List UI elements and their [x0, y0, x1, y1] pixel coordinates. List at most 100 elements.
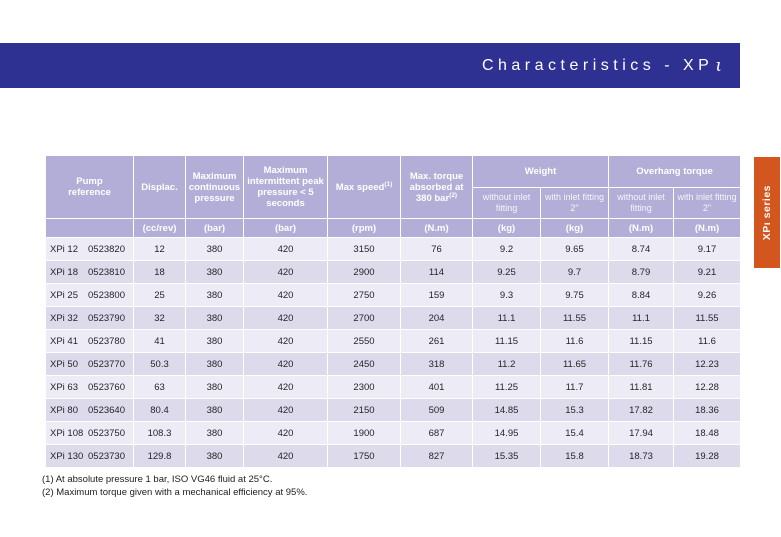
value-cell: 420: [243, 444, 328, 468]
footnote-ref-2: (2): [449, 191, 458, 199]
value-cell: 11.1: [608, 306, 674, 330]
group-header-overhang-torque: Overhang torque: [607, 155, 742, 188]
value-cell: 380: [185, 398, 244, 422]
value-cell: 2450: [327, 352, 401, 376]
value-cell: 420: [243, 352, 328, 376]
value-cell: 1900: [327, 421, 401, 445]
pump-name: XPi 41: [50, 335, 78, 347]
value-cell: 2750: [327, 283, 401, 307]
value-cell: 50.3: [133, 352, 186, 376]
col-header-max-intermittent-pressure: Maximum intermittent peak pressure < 5 s…: [243, 155, 328, 219]
value-cell: 80.4: [133, 398, 186, 422]
col-header-max-torque: Max. torque absorbed at 380 bar(2): [400, 155, 473, 219]
value-cell: 9.2: [472, 237, 541, 261]
pump-name: XPi 130: [50, 450, 84, 462]
value-cell: 108.3: [133, 421, 186, 445]
table-header: Pump reference Displac. Maximum continuo…: [45, 155, 742, 238]
value-cell: 18: [133, 260, 186, 284]
page-title-bar: Characteristics - XP ι: [0, 43, 740, 88]
unit-cell: (N.m): [672, 218, 742, 238]
col-header-pump-reference: Pump reference: [45, 155, 134, 219]
value-cell: 11.2: [472, 352, 541, 376]
value-cell: 827: [400, 444, 473, 468]
table-row: XPi 50 0523770 50.3 380 420 2450 318 11.2 11.65…: [45, 352, 742, 376]
table-row: XPi 108 0523750 108.3 380 420 1900 687 14.95 15…: [45, 421, 742, 445]
characteristics-table-wrap: Pump reference Displac. Maximum continuo…: [45, 155, 742, 468]
table-row: XPi 41 0523780 41 380 420 2550 261 11.15 11.6 11…: [45, 329, 742, 353]
value-cell: 11.76: [608, 352, 674, 376]
value-cell: 1750: [327, 444, 401, 468]
footnote-2: (2) Maximum torque given with a mechanic…: [42, 487, 308, 498]
value-cell: 420: [243, 421, 328, 445]
value-cell: 18.48: [672, 421, 742, 445]
pump-name: XPi 18: [50, 266, 78, 278]
footnote-ref-1: (1): [384, 180, 393, 188]
pump-reference-cell: XPi 63 0523760: [45, 375, 134, 399]
value-cell: 8.84: [608, 283, 674, 307]
unit-cell: (kg): [540, 218, 609, 238]
table-row: XPi 32 0523790 32 380 420 2700 204 11.1 11.55 11…: [45, 306, 742, 330]
value-cell: 11.7: [540, 375, 609, 399]
col-header-max-speed: Max speed(1): [327, 155, 401, 219]
value-cell: 11.65: [540, 352, 609, 376]
table-row: XPi 80 0523640 80.4 380 420 2150 509 14.85 15.3…: [45, 398, 742, 422]
value-cell: 15.3: [540, 398, 609, 422]
pump-code: 0523810: [88, 266, 125, 278]
value-cell: 12.23: [672, 352, 742, 376]
value-cell: 11.1: [472, 306, 541, 330]
pump-reference-cell: XPi 32 0523790: [45, 306, 134, 330]
value-cell: 11.55: [672, 306, 742, 330]
pump-reference-cell: XPi 25 0523800: [45, 283, 134, 307]
value-cell: 380: [185, 352, 244, 376]
value-cell: 18.73: [608, 444, 674, 468]
value-cell: 17.82: [608, 398, 674, 422]
pump-name: XPi 12: [50, 243, 78, 255]
value-cell: 2550: [327, 329, 401, 353]
value-cell: 380: [185, 375, 244, 399]
value-cell: 63: [133, 375, 186, 399]
value-cell: 2300: [327, 375, 401, 399]
value-cell: 11.6: [672, 329, 742, 353]
table-row: XPi 130 0523730 129.8 380 420 1750 827 15.35 15…: [45, 444, 742, 468]
value-cell: 9.25: [472, 260, 541, 284]
value-cell: 11.25: [472, 375, 541, 399]
pump-code: 0523730: [88, 450, 125, 462]
pump-code: 0523790: [88, 312, 125, 324]
value-cell: 8.74: [608, 237, 674, 261]
sub-header-overhang-without: without inlet fitting: [608, 187, 674, 219]
value-cell: 9.17: [672, 237, 742, 261]
sub-header-weight-with: with inlet fitting 2": [540, 187, 609, 219]
pump-code: 0523760: [88, 381, 125, 393]
value-cell: 420: [243, 306, 328, 330]
pump-reference-cell: XPi 50 0523770: [45, 352, 134, 376]
value-cell: 9.3: [472, 283, 541, 307]
value-cell: 12: [133, 237, 186, 261]
pump-code: 0523770: [88, 358, 125, 370]
pump-code: 0523820: [88, 243, 125, 255]
value-cell: 420: [243, 260, 328, 284]
pump-code: 0523640: [88, 404, 125, 416]
col-header-displacement: Displac.: [133, 155, 186, 219]
value-cell: 380: [185, 237, 244, 261]
value-cell: 261: [400, 329, 473, 353]
group-header-weight: Weight: [472, 155, 609, 188]
value-cell: 2150: [327, 398, 401, 422]
pump-reference-cell: XPi 41 0523780: [45, 329, 134, 353]
pump-reference-cell: XPi 108 0523750: [45, 421, 134, 445]
characteristics-table: Pump reference Displac. Maximum continuo…: [45, 155, 742, 468]
value-cell: 11.15: [472, 329, 541, 353]
unit-cell: (rpm): [327, 218, 401, 238]
pump-reference-cell: XPi 80 0523640: [45, 398, 134, 422]
value-cell: 15.4: [540, 421, 609, 445]
value-cell: 14.85: [472, 398, 541, 422]
pump-code: 0523750: [88, 427, 125, 439]
value-cell: 687: [400, 421, 473, 445]
value-cell: 204: [400, 306, 473, 330]
value-cell: 380: [185, 444, 244, 468]
value-cell: 11.81: [608, 375, 674, 399]
unit-cell: (N.m): [608, 218, 674, 238]
value-cell: 15.8: [540, 444, 609, 468]
value-cell: 3150: [327, 237, 401, 261]
series-tab: XPι series: [754, 157, 780, 268]
value-cell: 2700: [327, 306, 401, 330]
